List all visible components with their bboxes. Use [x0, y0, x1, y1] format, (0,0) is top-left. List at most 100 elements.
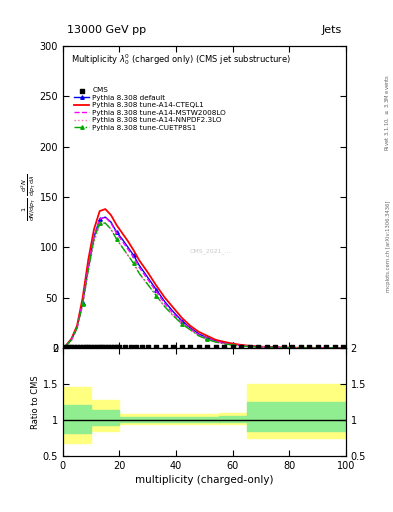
Pythia 8.308 tune-A14-MSTW2008LO: [97, 216, 102, 222]
Pythia 8.308 tune-A14-MSTW2008LO: [281, 345, 286, 351]
Pythia 8.308 tune-A14-MSTW2008LO: [86, 263, 91, 269]
Pythia 8.308 tune-CUETP8S1: [69, 337, 74, 343]
CMS: [306, 343, 312, 351]
Line: Pythia 8.308 tune-CUETP8S1: Pythia 8.308 tune-CUETP8S1: [64, 221, 345, 350]
Pythia 8.308 tune-CUETP8S1: [108, 226, 113, 232]
Pythia 8.308 tune-CUETP8S1: [80, 301, 85, 307]
Pythia 8.308 tune-A14-MSTW2008LO: [145, 276, 150, 283]
CMS: [213, 343, 219, 351]
Pythia 8.308 default: [341, 345, 345, 351]
Pythia 8.308 tune-CUETP8S1: [264, 344, 269, 350]
Pythia 8.308 tune-CUETP8S1: [131, 260, 136, 266]
Text: Jets: Jets: [321, 25, 342, 35]
CMS: [230, 343, 236, 351]
CMS: [99, 343, 106, 351]
Pythia 8.308 tune-CUETP8S1: [171, 313, 176, 319]
Pythia 8.308 tune-A14-MSTW2008LO: [188, 326, 193, 332]
Pythia 8.308 default: [273, 344, 277, 350]
Pythia 8.308 tune-CUETP8S1: [273, 345, 277, 351]
Pythia 8.308 tune-A14-CTEQL1: [307, 345, 311, 351]
Pythia 8.308 tune-CUETP8S1: [324, 345, 329, 351]
CMS: [71, 343, 77, 351]
Pythia 8.308 tune-CUETP8S1: [341, 345, 345, 351]
CMS: [246, 343, 253, 351]
Pythia 8.308 tune-CUETP8S1: [196, 333, 201, 339]
CMS: [281, 343, 287, 351]
Pythia 8.308 default: [188, 325, 193, 331]
Pythia 8.308 tune-A14-NNPDF2.3LO: [332, 345, 337, 351]
Pythia 8.308 tune-A14-NNPDF2.3LO: [145, 282, 150, 288]
Pythia 8.308 tune-A14-NNPDF2.3LO: [103, 220, 108, 226]
Pythia 8.308 tune-A14-NNPDF2.3LO: [290, 345, 294, 351]
Pythia 8.308 tune-CUETP8S1: [290, 345, 294, 351]
Legend: CMS, Pythia 8.308 default, Pythia 8.308 tune-A14-CTEQL1, Pythia 8.308 tune-A14-M: CMS, Pythia 8.308 default, Pythia 8.308 …: [72, 86, 228, 133]
CMS: [204, 343, 210, 351]
Pythia 8.308 default: [75, 325, 79, 331]
Pythia 8.308 tune-CUETP8S1: [188, 327, 193, 333]
Pythia 8.308 tune-A14-CTEQL1: [126, 238, 130, 244]
Pythia 8.308 tune-A14-CTEQL1: [162, 294, 167, 301]
Pythia 8.308 tune-CUETP8S1: [222, 341, 226, 347]
CMS: [65, 343, 72, 351]
Pythia 8.308 tune-A14-CTEQL1: [92, 226, 96, 232]
Pythia 8.308 default: [171, 309, 176, 315]
Pythia 8.308 default: [92, 234, 96, 240]
Pythia 8.308 tune-A14-NNPDF2.3LO: [131, 260, 136, 266]
CMS: [128, 343, 134, 351]
Pythia 8.308 tune-A14-CTEQL1: [205, 333, 209, 339]
Pythia 8.308 default: [264, 344, 269, 350]
Pythia 8.308 tune-CUETP8S1: [281, 345, 286, 351]
CMS: [97, 343, 103, 351]
Pythia 8.308 tune-A14-NNPDF2.3LO: [97, 222, 102, 228]
Line: Pythia 8.308 default: Pythia 8.308 default: [64, 216, 345, 350]
Pythia 8.308 tune-A14-CTEQL1: [196, 329, 201, 335]
Pythia 8.308 tune-A14-NNPDF2.3LO: [205, 336, 209, 343]
CMS: [263, 343, 270, 351]
Pythia 8.308 tune-A14-CTEQL1: [264, 344, 269, 350]
Pythia 8.308 tune-A14-CTEQL1: [188, 323, 193, 329]
Pythia 8.308 tune-A14-CTEQL1: [86, 257, 91, 263]
Pythia 8.308 tune-A14-CTEQL1: [80, 294, 85, 301]
Pythia 8.308 tune-A14-NNPDF2.3LO: [63, 343, 68, 349]
Pythia 8.308 tune-CUETP8S1: [145, 282, 150, 288]
CMS: [91, 343, 97, 351]
Pythia 8.308 tune-A14-MSTW2008LO: [120, 238, 125, 244]
Pythia 8.308 tune-CUETP8S1: [86, 266, 91, 272]
Pythia 8.308 default: [97, 216, 102, 222]
Pythia 8.308 tune-A14-CTEQL1: [332, 345, 337, 351]
Pythia 8.308 tune-CUETP8S1: [239, 343, 244, 349]
Pythia 8.308 default: [239, 343, 244, 349]
Pythia 8.308 tune-A14-MSTW2008LO: [341, 345, 345, 351]
Pythia 8.308 tune-A14-MSTW2008LO: [324, 345, 329, 351]
Pythia 8.308 tune-A14-NNPDF2.3LO: [188, 327, 193, 333]
Pythia 8.308 tune-A14-NNPDF2.3LO: [256, 344, 261, 350]
Pythia 8.308 tune-A14-CTEQL1: [69, 336, 74, 342]
Pythia 8.308 tune-A14-MSTW2008LO: [196, 332, 201, 338]
Text: Rivet 3.1.10, $\geq$ 3.3M events: Rivet 3.1.10, $\geq$ 3.3M events: [384, 74, 391, 151]
Pythia 8.308 tune-A14-NNPDF2.3LO: [137, 270, 141, 276]
Pythia 8.308 default: [120, 236, 125, 242]
Pythia 8.308 tune-A14-NNPDF2.3LO: [108, 226, 113, 232]
Pythia 8.308 tune-A14-NNPDF2.3LO: [69, 338, 74, 344]
CMS: [178, 343, 185, 351]
Pythia 8.308 tune-A14-NNPDF2.3LO: [281, 345, 286, 351]
Pythia 8.308 tune-CUETP8S1: [298, 345, 303, 351]
Pythia 8.308 tune-A14-CTEQL1: [230, 340, 235, 347]
Pythia 8.308 tune-A14-MSTW2008LO: [290, 345, 294, 351]
CMS: [74, 343, 80, 351]
Pythia 8.308 tune-CUETP8S1: [307, 345, 311, 351]
Pythia 8.308 tune-A14-NNPDF2.3LO: [239, 343, 244, 349]
Pythia 8.308 tune-A14-MSTW2008LO: [205, 335, 209, 342]
CMS: [170, 343, 176, 351]
Pythia 8.308 tune-CUETP8S1: [114, 236, 119, 242]
Pythia 8.308 tune-A14-MSTW2008LO: [307, 345, 311, 351]
Pythia 8.308 tune-A14-CTEQL1: [171, 305, 176, 311]
Pythia 8.308 tune-CUETP8S1: [205, 336, 209, 343]
CMS: [133, 343, 140, 351]
Pythia 8.308 tune-A14-CTEQL1: [103, 206, 108, 212]
Pythia 8.308 tune-CUETP8S1: [103, 220, 108, 226]
Pythia 8.308 tune-A14-CTEQL1: [281, 345, 286, 351]
Line: Pythia 8.308 tune-A14-NNPDF2.3LO: Pythia 8.308 tune-A14-NNPDF2.3LO: [66, 223, 343, 348]
Pythia 8.308 default: [154, 287, 159, 293]
Pythia 8.308 tune-A14-MSTW2008LO: [114, 230, 119, 236]
